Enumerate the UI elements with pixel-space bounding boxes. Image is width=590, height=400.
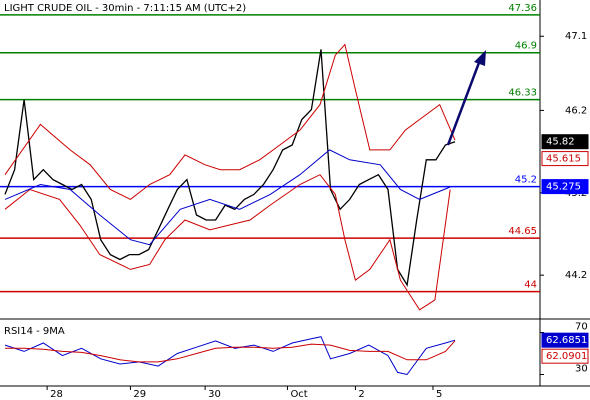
- rsi-title: RSI14 - 9MA: [4, 326, 65, 337]
- forecast-arrow: [446, 59, 482, 146]
- plot-layer: 47.3646.946.3345.244.654447.146.245.244.…: [0, 3, 589, 400]
- level-label: 46.9: [515, 41, 537, 52]
- series-line: [5, 340, 456, 363]
- series-line: [4, 174, 451, 311]
- x-tick-label: 28: [50, 389, 63, 400]
- level-label: 47.36: [508, 3, 537, 14]
- x-tick-label: 30: [208, 389, 221, 400]
- series-line: [4, 49, 456, 287]
- rsi-tick-label: 70: [575, 322, 588, 333]
- y-tick-label: 46.2: [565, 105, 587, 116]
- x-tick-label: Oct: [290, 389, 307, 400]
- rsi-tick-label: 30: [575, 364, 588, 375]
- price-tag: [541, 179, 589, 195]
- price-tag: [541, 134, 589, 150]
- series-line: [4, 43, 456, 200]
- chart-title: LIGHT CRUDE OIL - 30min - 7:11:15 AM (UT…: [4, 3, 246, 14]
- level-label: 45.2: [515, 175, 537, 186]
- price-tag-label: 45.615: [546, 154, 581, 165]
- price-tag-label: 62.0901: [546, 351, 587, 362]
- price-tag-label: 62.6851: [546, 335, 587, 346]
- x-tick-label: 29: [133, 389, 146, 400]
- y-tick-label: 44.2: [565, 270, 587, 281]
- price-tag-label: 45.275: [546, 182, 581, 193]
- price-tag-label: 45.82: [546, 137, 575, 148]
- x-tick-label: 2: [358, 389, 364, 400]
- level-label: 46.33: [508, 88, 537, 99]
- level-label: 44.65: [508, 226, 537, 237]
- level-label: 44: [524, 280, 537, 291]
- price-tag: [541, 332, 589, 348]
- x-tick-label: 5: [436, 389, 442, 400]
- price-tag: [541, 348, 589, 364]
- series-line: [4, 149, 451, 246]
- forecast-arrowhead: [474, 50, 486, 66]
- series-line: [4, 336, 456, 376]
- price-tag: [541, 151, 589, 167]
- y-tick-label: 47.1: [565, 31, 587, 42]
